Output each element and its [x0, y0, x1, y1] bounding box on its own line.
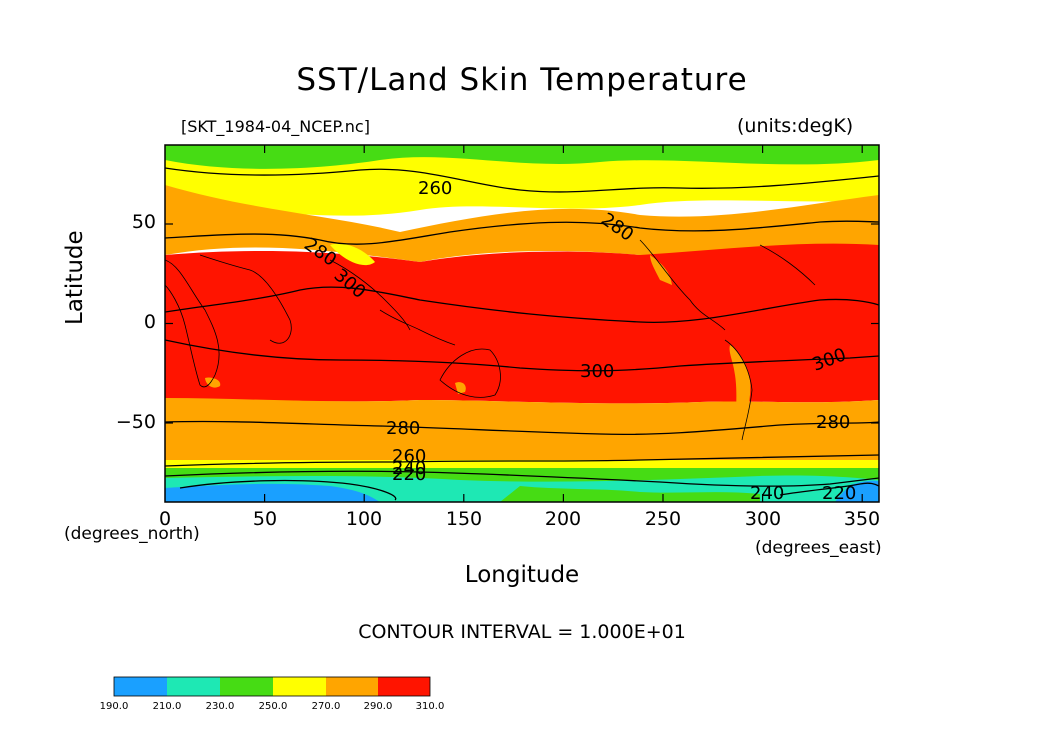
x-tick-label: 350 — [843, 508, 881, 530]
colorbar-swatch — [326, 677, 378, 696]
contour-300-north — [165, 286, 879, 323]
contour-280-south — [165, 420, 879, 436]
colorbar-swatch — [273, 677, 326, 696]
andes-highland — [729, 345, 751, 438]
colorbar — [113, 676, 431, 697]
contour-label: 260 — [418, 178, 452, 199]
contour-240-south — [165, 470, 879, 487]
colorbar-label: 290.0 — [363, 701, 393, 712]
x-tick-label: 150 — [445, 508, 483, 530]
colorbar-label: 190.0 — [99, 701, 129, 712]
tibet — [330, 243, 375, 266]
contour-label: 280 — [816, 412, 850, 433]
y-tick-label: 50 — [131, 211, 156, 233]
contour-280-north — [165, 220, 879, 245]
colorbar-swatch — [114, 677, 167, 696]
contour-260-south — [165, 454, 879, 467]
africa-south — [205, 377, 221, 388]
axis-ticks — [165, 145, 879, 502]
band-antarctic-green-patch — [500, 486, 760, 502]
file-name-label: [SKT_1984-04_NCEP.nc] — [181, 117, 370, 136]
x-tick-label: 100 — [345, 508, 383, 530]
contour-label: 220 — [822, 483, 856, 504]
units-label: (units:degK) — [737, 115, 854, 137]
contour-260-north — [165, 167, 879, 193]
contour-220-south — [179, 479, 397, 501]
y-tick-label: 0 — [143, 311, 156, 333]
band-tropical — [165, 243, 879, 404]
contour-label: 220 — [392, 464, 426, 485]
contour-label: 260 — [392, 446, 426, 467]
x-tick-label: 50 — [252, 508, 278, 530]
x-tick-label: 300 — [744, 508, 782, 530]
contour-label: 280 — [386, 418, 420, 439]
contour-300-south — [165, 339, 879, 372]
temperature-field — [165, 145, 879, 502]
x-tick-label: 250 — [644, 508, 682, 530]
rockies — [650, 255, 672, 285]
contour-lines — [165, 167, 879, 501]
contour-label: 240 — [392, 458, 426, 479]
colorbar-label: 250.0 — [258, 701, 288, 712]
colorbar-label: 310.0 — [415, 701, 445, 712]
map-title: SST/Land Skin Temperature — [296, 62, 748, 98]
colorbar-label: 230.0 — [205, 701, 235, 712]
colorbar-swatch — [378, 677, 430, 696]
colorbar-swatch — [167, 677, 220, 696]
colorbar-label: 270.0 — [311, 701, 341, 712]
band-antarctic-blue-east — [835, 480, 879, 502]
y-axis-unit: (degrees_north) — [64, 524, 200, 544]
x-axis-label: Longitude — [464, 562, 580, 588]
contour-label: 240 — [750, 483, 784, 504]
colorbar-label: 210.0 — [152, 701, 182, 712]
x-tick-label: 200 — [544, 508, 582, 530]
x-tick-label: 0 — [158, 508, 172, 530]
x-axis-unit: (degrees_east) — [755, 538, 882, 558]
contour-interval-label: CONTOUR INTERVAL = 1.000E+01 — [358, 621, 686, 643]
y-axis-label: Latitude — [62, 230, 88, 325]
colorbar-swatch — [220, 677, 273, 696]
contour-label: 300 — [580, 361, 614, 382]
contour-220-east — [779, 482, 879, 496]
australia-highland — [455, 382, 466, 394]
coastlines — [165, 239, 816, 441]
y-tick-label: −50 — [115, 411, 156, 433]
band-antarctic-blue — [165, 483, 380, 502]
